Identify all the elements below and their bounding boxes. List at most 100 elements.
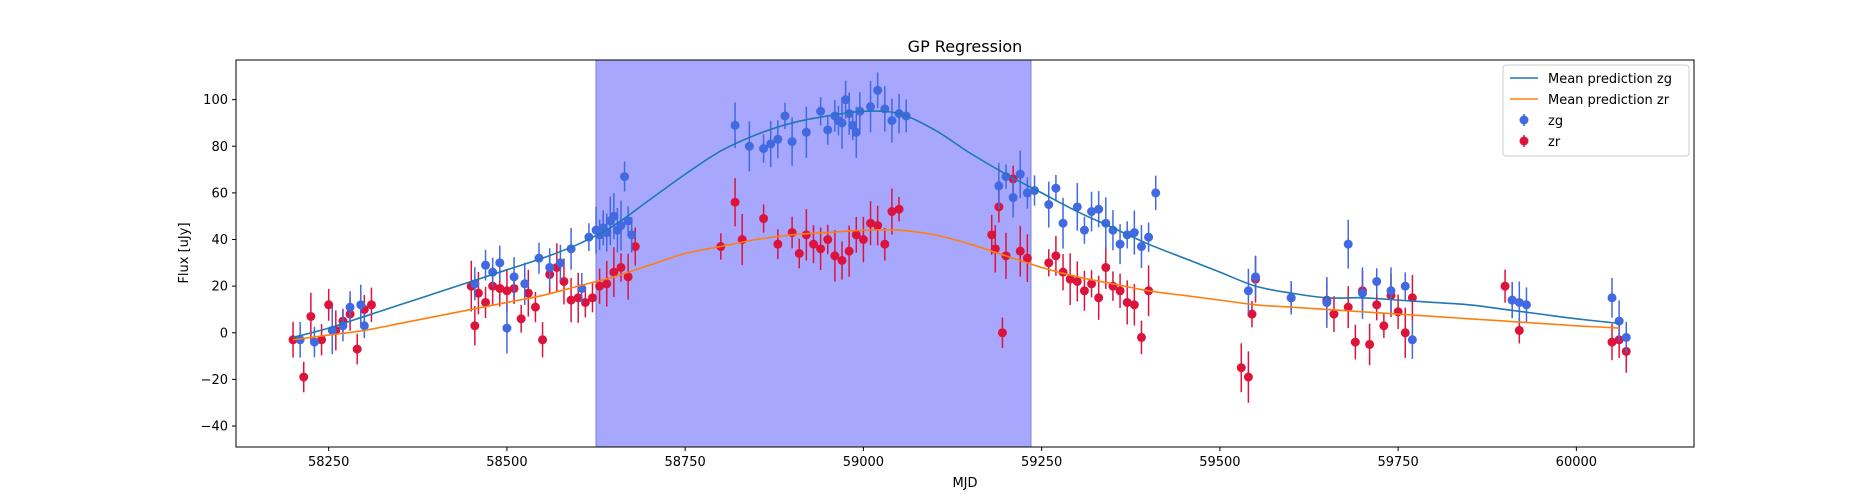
zr-point xyxy=(987,230,997,240)
zg-point xyxy=(1001,172,1011,182)
zr-point xyxy=(352,344,362,354)
zr-point xyxy=(887,207,897,217)
zr-point xyxy=(299,372,309,382)
zg-point xyxy=(744,141,754,151)
zr-point xyxy=(1236,363,1246,373)
zg-point xyxy=(1087,207,1097,217)
zr-point xyxy=(851,230,861,240)
zg-point xyxy=(1015,169,1025,179)
zg-point xyxy=(1521,300,1531,310)
zg-point xyxy=(545,262,555,272)
zr-point xyxy=(1500,281,1510,291)
zr-point xyxy=(866,218,876,228)
zr-point xyxy=(317,335,327,345)
zg-point xyxy=(1044,200,1054,210)
zr-point xyxy=(623,272,633,282)
zg-point xyxy=(780,111,790,121)
x-tick-label: 58750 xyxy=(664,455,705,470)
zr-point xyxy=(858,235,868,245)
zg-point xyxy=(1386,286,1396,296)
zg-point xyxy=(623,216,633,226)
chart-title: GP Regression xyxy=(908,37,1023,56)
zg-point xyxy=(1008,193,1018,203)
zg-point xyxy=(502,323,512,333)
x-tick-label: 59750 xyxy=(1377,455,1418,470)
zr-point xyxy=(1115,286,1125,296)
y-tick-label: 60 xyxy=(211,186,228,201)
zr-point xyxy=(1372,300,1382,310)
x-tick-label: 59500 xyxy=(1199,455,1240,470)
zr-point xyxy=(470,321,480,331)
zg-point xyxy=(1058,218,1068,228)
zr-point xyxy=(495,283,505,293)
x-tick-label: 59000 xyxy=(843,455,884,470)
zr-point xyxy=(595,281,605,291)
y-axis-ticks: −40 −20 0 20 40 60 80 100 xyxy=(201,93,236,435)
legend-label-zr: zr xyxy=(1548,135,1561,150)
zg-point xyxy=(359,321,369,331)
zg-point xyxy=(1251,272,1261,282)
zr-point xyxy=(730,197,740,207)
legend-label-mean-zr: Mean prediction zr xyxy=(1548,93,1670,108)
zr-point xyxy=(566,295,576,305)
zg-point xyxy=(495,258,505,268)
zg-point xyxy=(1051,183,1061,193)
zg-point xyxy=(851,127,861,137)
zr-point xyxy=(1350,337,1360,347)
zg-point xyxy=(345,302,355,312)
zg-point xyxy=(773,134,783,144)
x-tick-label: 60000 xyxy=(1556,455,1597,470)
zr-point xyxy=(1065,274,1075,284)
zg-point xyxy=(1607,293,1617,303)
x-tick-label: 58500 xyxy=(486,455,527,470)
zr-point xyxy=(830,251,840,261)
zr-point xyxy=(516,314,526,324)
zg-point xyxy=(1072,202,1082,212)
legend-label-zg: zg xyxy=(1548,114,1563,129)
mean-prediction-zr-line xyxy=(292,228,1620,341)
zg-point xyxy=(1286,293,1296,303)
zg-point xyxy=(1136,242,1146,252)
zr-point xyxy=(1136,332,1146,342)
zg-point xyxy=(1514,297,1524,307)
zr-point xyxy=(1343,302,1353,312)
zr-point xyxy=(481,297,491,307)
zg-point xyxy=(1115,239,1125,249)
zg-point xyxy=(620,172,630,182)
zg-point xyxy=(1108,225,1118,235)
y-tick-label: 20 xyxy=(211,280,228,295)
zr-point xyxy=(1072,276,1082,286)
zg-point xyxy=(555,258,565,268)
zr-point xyxy=(1022,253,1032,263)
zg-point xyxy=(1322,297,1332,307)
zg-point xyxy=(823,125,833,135)
zg-points-layer xyxy=(295,72,1631,359)
zg-point xyxy=(1022,188,1032,198)
zg-point xyxy=(1614,316,1624,326)
zg-point xyxy=(844,109,854,119)
zg-point xyxy=(481,260,491,270)
zg-point xyxy=(1079,225,1089,235)
y-tick-label: 0 xyxy=(220,326,228,341)
zr-point xyxy=(573,293,583,303)
y-tick-label: −40 xyxy=(201,420,228,435)
zr-point xyxy=(1514,325,1524,335)
zr-point xyxy=(773,239,783,249)
zr-point xyxy=(1407,293,1417,303)
zg-point xyxy=(766,139,776,149)
x-axis-ticks: 58250 58500 58750 59000 59250 59500 59750 60000 xyxy=(308,447,1597,470)
zr-point xyxy=(587,293,597,303)
zr-point xyxy=(1015,246,1025,256)
y-tick-label: 80 xyxy=(211,140,228,155)
zr-point xyxy=(808,239,818,249)
zg-point xyxy=(1407,335,1417,345)
zr-point xyxy=(1087,279,1097,289)
zg-point xyxy=(295,335,305,345)
zg-point xyxy=(1243,286,1253,296)
x-tick-label: 58250 xyxy=(308,455,349,470)
zr-point xyxy=(306,311,316,321)
zg-point xyxy=(1144,232,1154,242)
zr-point xyxy=(1129,300,1139,310)
zg-point xyxy=(801,127,811,137)
zr-point xyxy=(502,286,512,296)
